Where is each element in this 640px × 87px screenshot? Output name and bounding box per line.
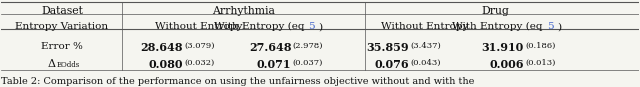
Text: 27.648: 27.648: [249, 42, 291, 53]
Text: ): ): [318, 22, 322, 31]
Text: 0.076: 0.076: [374, 59, 409, 70]
Text: (0.186): (0.186): [525, 42, 556, 50]
Text: 0.071: 0.071: [257, 59, 291, 70]
Text: Entropy Variation: Entropy Variation: [15, 22, 109, 31]
Text: 35.859: 35.859: [367, 42, 409, 53]
Text: (0.043): (0.043): [410, 59, 441, 67]
Text: (3.079): (3.079): [184, 42, 215, 50]
Text: Δ: Δ: [47, 59, 55, 69]
Text: (0.013): (0.013): [525, 59, 556, 67]
Text: (2.978): (2.978): [292, 42, 323, 50]
Text: Without Entropy: Without Entropy: [155, 22, 243, 31]
Text: Without Entropy: Without Entropy: [381, 22, 469, 31]
Text: (0.032): (0.032): [184, 59, 214, 67]
Text: (0.037): (0.037): [292, 59, 323, 67]
Text: Dataset: Dataset: [41, 6, 83, 16]
Text: Arrhythmia: Arrhythmia: [212, 6, 275, 16]
Text: Error %: Error %: [41, 42, 83, 51]
Text: 28.648: 28.648: [141, 42, 183, 53]
Text: Drug: Drug: [481, 6, 509, 16]
Text: 5: 5: [547, 22, 554, 31]
Text: 5: 5: [308, 22, 314, 31]
Text: With Entropy (eq: With Entropy (eq: [214, 22, 307, 31]
Text: 0.006: 0.006: [490, 59, 524, 70]
Text: (3.437): (3.437): [410, 42, 441, 50]
Text: Table 2: Comparison of the performance on using the unfairness objective without: Table 2: Comparison of the performance o…: [1, 77, 475, 86]
Text: With Entropy (eq: With Entropy (eq: [452, 22, 546, 31]
Text: 0.080: 0.080: [148, 59, 183, 70]
Text: ): ): [557, 22, 561, 31]
Text: EOdds: EOdds: [56, 62, 79, 70]
Text: 31.910: 31.910: [482, 42, 524, 53]
